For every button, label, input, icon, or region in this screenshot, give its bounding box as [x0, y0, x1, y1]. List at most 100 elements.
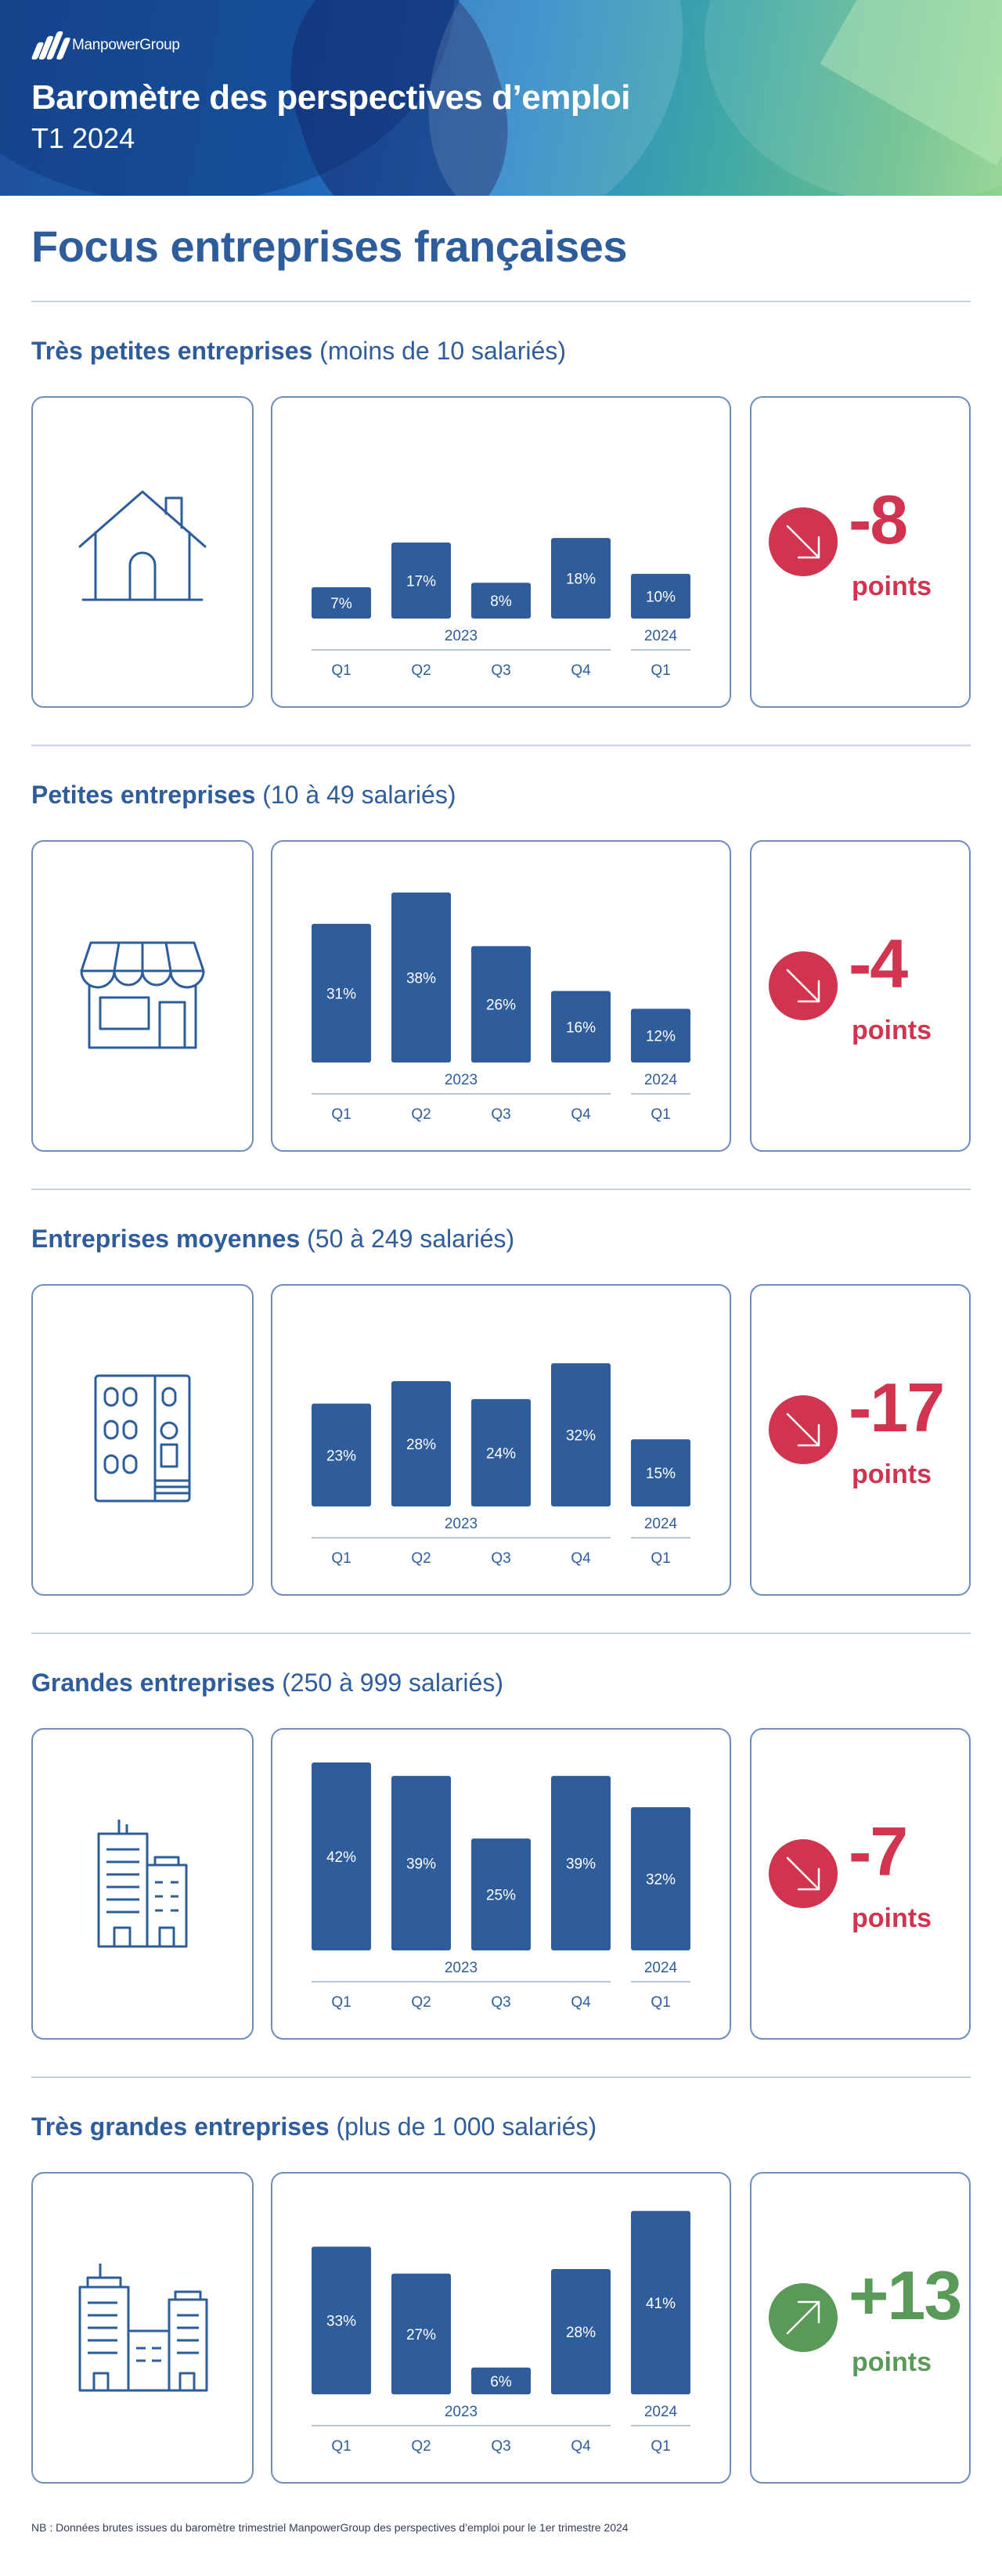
- year-label: 2024: [644, 1960, 678, 1976]
- chart-card: 31% Q1 38% Q2 26% Q3 16% Q4 12% Q1 2023 2024: [271, 840, 731, 1152]
- arrow-down-right-icon: [769, 951, 838, 1020]
- chart-card: 42% Q1 39% Q2 25% Q3 39% Q4 32% Q1 2023 2024: [271, 1728, 731, 2040]
- section-title-detail: (moins de 10 salariés): [312, 337, 566, 365]
- section-title-detail: (50 à 249 salariés): [300, 1225, 515, 1253]
- bar-value-label: 25%: [486, 1888, 516, 1904]
- bar-value-label: 28%: [406, 1437, 436, 1453]
- section-title-bold: Entreprises moyennes: [31, 1225, 301, 1253]
- year-label: 2023: [445, 1516, 478, 1532]
- bar-value-label: 39%: [566, 1856, 596, 1873]
- section-title-detail: (10 à 49 salariés): [255, 781, 456, 809]
- bar: [312, 1762, 371, 1950]
- illustration-card: [31, 840, 254, 1152]
- quarter-tick-label: Q2: [411, 1106, 431, 1123]
- quarter-tick-label: Q1: [651, 1550, 670, 1567]
- quarter-tick-label: Q4: [571, 1994, 591, 2011]
- bar-value-label: 33%: [326, 2314, 356, 2330]
- illustration-card: [31, 396, 254, 708]
- bar-value-label: 38%: [406, 970, 436, 987]
- quarter-tick-label: Q4: [571, 1106, 591, 1123]
- change-value: -7: [849, 1813, 908, 1890]
- quarter-tick-label: Q2: [411, 2438, 431, 2455]
- year-label: 2023: [445, 1960, 478, 1976]
- change-card: -17 points: [750, 1284, 971, 1596]
- change-value: -4: [849, 925, 908, 1002]
- section-divider: [31, 2076, 971, 2078]
- year-label: 2024: [644, 1516, 678, 1532]
- quarter-tick-label: Q1: [651, 1106, 670, 1123]
- section-title: Petites entreprises (10 à 49 salariés): [31, 781, 456, 810]
- bar: [631, 1008, 690, 1063]
- section-title-detail: (plus de 1 000 salariés): [329, 2112, 597, 2141]
- bar: [391, 1381, 451, 1506]
- bar: [312, 1403, 371, 1506]
- bar: [391, 2273, 451, 2394]
- bar: [631, 1439, 690, 1506]
- section-title-detail: (250 à 999 salariés): [275, 1669, 503, 1697]
- bar-value-label: 15%: [646, 1466, 676, 1482]
- quarter-tick-label: Q2: [411, 1550, 431, 1567]
- change-unit: points: [852, 1459, 932, 1489]
- bar: [631, 573, 690, 619]
- year-label: 2024: [644, 1072, 678, 1088]
- footnote: NB : Données brutes issues du baromètre …: [31, 2521, 629, 2534]
- illustration-card: [31, 1284, 254, 1596]
- bar: [551, 2269, 611, 2394]
- section-title-bold: Petites entreprises: [31, 781, 256, 809]
- quarter-tick-label: Q3: [491, 1994, 510, 2011]
- bar-value-label: 8%: [490, 593, 512, 610]
- office-buildings-icon: [88, 1812, 197, 1957]
- bar: [551, 1363, 611, 1506]
- quarter-tick-label: Q1: [331, 1550, 351, 1567]
- bar: [312, 923, 371, 1063]
- section-title: Très petites entreprises (moins de 10 sa…: [31, 337, 566, 366]
- shop-icon: [72, 932, 213, 1061]
- bar-value-label: 39%: [406, 1856, 436, 1873]
- bar-value-label: 23%: [326, 1448, 356, 1464]
- year-label: 2023: [445, 628, 478, 644]
- bar: [631, 1807, 690, 1950]
- page-subtitle: T1 2024: [31, 122, 135, 154]
- bar: [551, 538, 611, 619]
- quarter-tick-label: Q1: [331, 662, 351, 679]
- year-label: 2023: [445, 1072, 478, 1088]
- bar-value-label: 27%: [406, 2327, 436, 2343]
- section-divider: [31, 301, 971, 302]
- bar: [631, 2210, 690, 2394]
- year-label: 2024: [644, 2404, 678, 2420]
- house-icon: [72, 484, 213, 621]
- bar-value-label: 12%: [646, 1029, 676, 1045]
- quarter-tick-label: Q3: [491, 1550, 510, 1567]
- illustration-card: [31, 2172, 254, 2484]
- section-title-bold: Très grandes entreprises: [31, 2112, 330, 2141]
- change-card: -7 points: [750, 1728, 971, 2040]
- bar: [551, 1776, 611, 1950]
- quarter-tick-label: Q3: [491, 662, 510, 679]
- bar-value-label: 41%: [646, 2296, 676, 2312]
- bar-value-label: 7%: [330, 596, 352, 612]
- quarter-tick-label: Q1: [331, 1106, 351, 1123]
- bar-value-label: 31%: [326, 986, 356, 1002]
- bar: [312, 2246, 371, 2394]
- section-divider: [31, 1189, 971, 1190]
- section-title: Grandes entreprises (250 à 999 salariés): [31, 1669, 503, 1697]
- change-card: -8 points: [750, 396, 971, 708]
- manpower-logo-icon: [31, 31, 71, 60]
- change-value: -17: [849, 1369, 945, 1446]
- bar: [312, 587, 371, 619]
- bar-chart: 31% Q1 38% Q2 26% Q3 16% Q4 12% Q1 2023 2024: [312, 892, 690, 1123]
- year-label: 2024: [644, 628, 678, 644]
- bar: [471, 1838, 531, 1950]
- bar: [551, 990, 611, 1063]
- brand-logo: ManpowerGroup: [31, 31, 180, 60]
- chart-card: 23% Q1 28% Q2 24% Q3 32% Q4 15% Q1 2023 2024: [271, 1284, 731, 1596]
- bar-value-label: 32%: [646, 1872, 676, 1889]
- section-divider: [31, 745, 971, 746]
- section-title-bold: Très petites entreprises: [31, 337, 313, 365]
- focus-title: Focus entreprises françaises: [31, 222, 628, 271]
- bar: [391, 892, 451, 1063]
- bar-value-label: 26%: [486, 998, 516, 1014]
- bar-value-label: 6%: [490, 2374, 512, 2390]
- bar-chart: 7% Q1 17% Q2 8% Q3 18% Q4 10% Q1 2023 2024: [312, 538, 690, 679]
- building-icon: [88, 1368, 197, 1513]
